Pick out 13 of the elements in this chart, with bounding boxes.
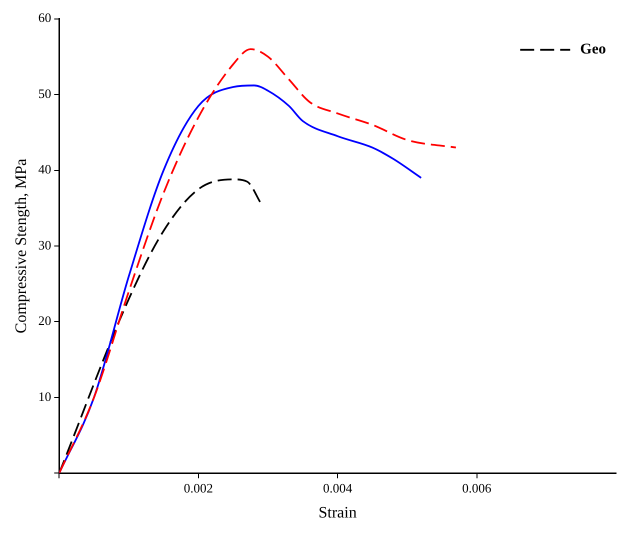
y-tick-label: 50 (38, 86, 52, 101)
y-tick-label: 10 (38, 388, 52, 404)
y-axis-title: Compressive Stength, MPa (12, 158, 30, 334)
line-series (59, 48, 457, 474)
x-tick-label: 0.006 (462, 480, 492, 496)
x-axis-title: Strain (318, 504, 357, 522)
y-tick-label: 40 (38, 162, 52, 177)
y-tick-label: 30 (38, 237, 52, 252)
x-tick-label: 0.004 (322, 480, 353, 496)
x-tick-label: 0.002 (184, 480, 214, 496)
y-tick-label: 60 (38, 10, 52, 26)
y-tick-label: 20 (38, 313, 52, 328)
legend-label: Geo (580, 42, 606, 58)
